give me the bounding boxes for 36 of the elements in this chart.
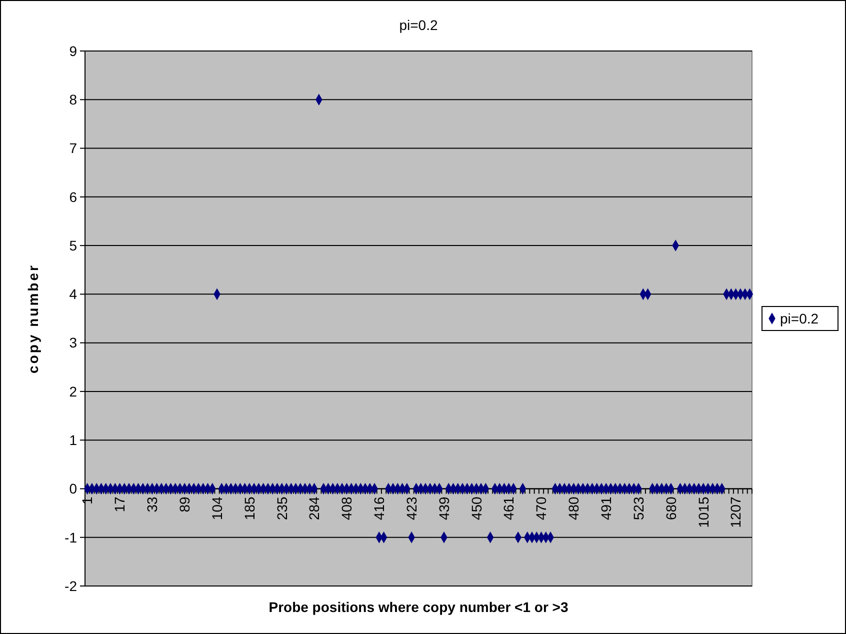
y-tick-label: -1 <box>64 529 78 546</box>
x-tick-label: 1207 <box>728 496 744 528</box>
x-tick-label: 17 <box>112 496 128 512</box>
x-axis-title: Probe positions where copy number <1 or >3 <box>268 599 568 615</box>
x-tick-label: 523 <box>630 496 646 520</box>
y-tick-label: 5 <box>69 237 78 254</box>
x-tick-label: 461 <box>500 496 517 520</box>
x-tick-label: 480 <box>566 496 582 520</box>
y-tick-label: 2 <box>69 383 78 400</box>
y-axis-title: copy number <box>25 264 41 374</box>
x-tick-label: 439 <box>436 496 452 520</box>
x-tick-label: 470 <box>533 496 550 520</box>
x-tick-label: 235 <box>274 496 290 520</box>
chart-title: pi=0.2 <box>399 17 438 33</box>
y-tick-label: 9 <box>69 42 78 59</box>
x-tick-label: 408 <box>338 496 355 520</box>
y-tick-label: 8 <box>69 92 78 108</box>
y-tick-label: 6 <box>69 188 78 205</box>
x-tick-label: 491 <box>598 496 614 520</box>
x-tick-label: 33 <box>144 496 160 512</box>
y-tick-label: 1 <box>69 432 78 448</box>
legend-label: pi=0.2 <box>780 310 819 326</box>
x-tick-label: 185 <box>241 496 258 520</box>
y-tick-label: 7 <box>69 140 78 156</box>
y-tick-label: 0 <box>69 480 78 497</box>
x-tick-label: 423 <box>403 496 420 520</box>
x-tick-label: 416 <box>371 496 388 520</box>
x-tick-label: 680 <box>662 496 679 520</box>
x-tick-label: 89 <box>176 496 192 512</box>
x-tick-label: 284 <box>306 496 322 520</box>
x-tick-label: 1015 <box>695 496 712 528</box>
x-tick-label: 450 <box>468 496 484 520</box>
y-tick-label: -2 <box>64 578 78 594</box>
y-tick-label: 4 <box>69 286 78 302</box>
y-tick-label: 3 <box>69 334 78 351</box>
x-tick-label: 104 <box>208 496 225 520</box>
